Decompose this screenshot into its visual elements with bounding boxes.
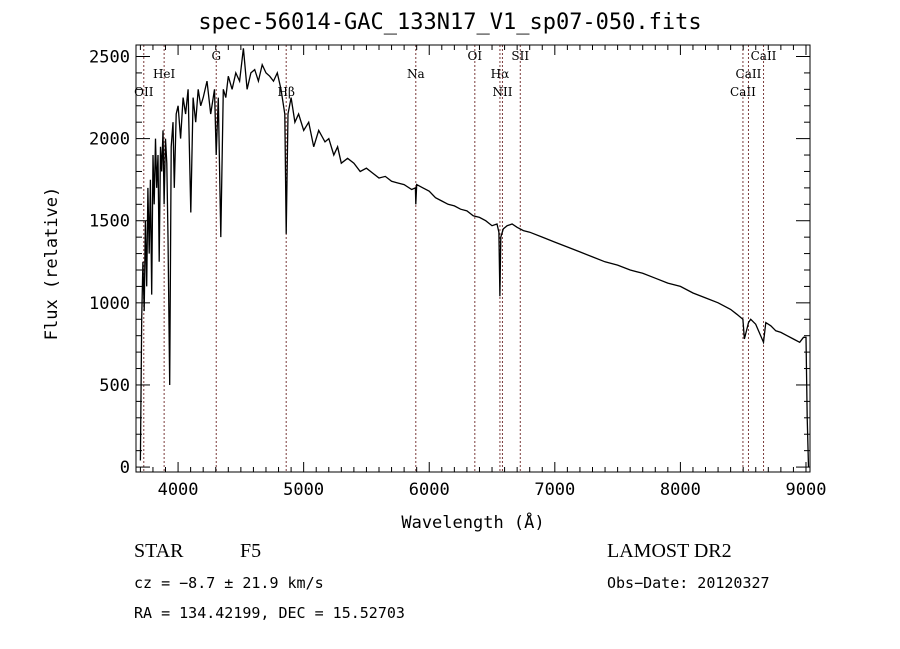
- x-tick-label: 9000: [786, 480, 827, 500]
- x-tick-label: 5000: [283, 480, 324, 500]
- object-subclass: F5: [240, 540, 262, 562]
- x-tick-label: 8000: [660, 480, 701, 500]
- y-tick-label: 2500: [89, 47, 130, 67]
- y-tick-label: 0: [120, 458, 130, 478]
- x-axis-label: Wavelength (Å): [401, 511, 544, 533]
- coordinates-text: RA = 134.42199, DEC = 15.52703: [134, 604, 405, 622]
- line-marker-label: CaII: [736, 67, 762, 81]
- line-marker-label: CaII: [730, 85, 756, 99]
- line-marker-label: OII: [134, 85, 154, 99]
- y-tick-label: 1500: [89, 212, 130, 232]
- line-marker-label: SII: [511, 49, 529, 63]
- line-marker-label: G: [211, 49, 221, 63]
- plot-frame: [135, 44, 811, 473]
- y-axis-label: Flux (relative): [42, 187, 62, 341]
- line-marker-label: HeI: [153, 67, 176, 81]
- survey-label: LAMOST DR2: [607, 540, 732, 562]
- spectrum-line: [139, 48, 810, 468]
- line-marker-label: OI: [468, 49, 483, 63]
- y-tick-label: 2000: [89, 130, 130, 150]
- x-tick-label: 7000: [534, 480, 575, 500]
- x-tick-label: 4000: [158, 480, 199, 500]
- y-tick-label: 1000: [89, 294, 130, 314]
- line-marker-label: CaII: [751, 49, 777, 63]
- redshift-text: cz = −8.7 ± 21.9 km/s: [134, 574, 324, 592]
- obs-date-text: Obs−Date: 20120327: [607, 574, 770, 592]
- object-class: STAR: [134, 540, 184, 562]
- x-tick-label: 6000: [409, 480, 450, 500]
- line-marker-label: Na: [407, 67, 425, 81]
- y-tick-label: 500: [99, 376, 130, 396]
- line-marker-label: Hα: [491, 67, 510, 81]
- chart-title: spec-56014-GAC_133N17_V1_sp07-050.fits: [198, 10, 702, 35]
- line-marker-label: NII: [492, 85, 512, 99]
